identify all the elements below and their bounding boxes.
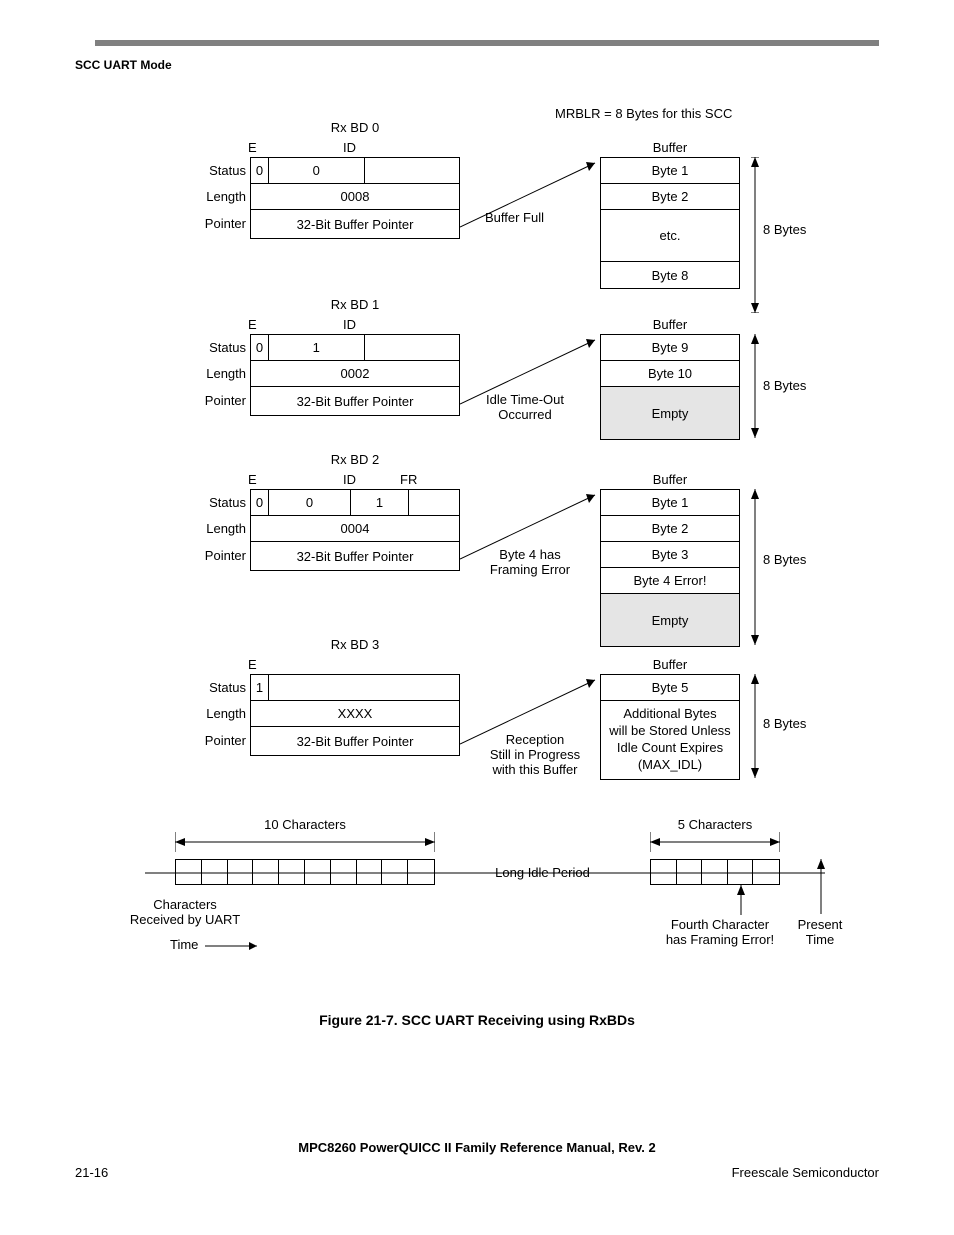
- fourth-char-label: Fourth Characterhas Framing Error!: [650, 917, 790, 947]
- buf0-8bytes: 8 Bytes: [763, 222, 806, 237]
- bd1-status-lbl: Status: [191, 340, 246, 355]
- bd3-mid-label: Reception Still in Progress with this Bu…: [480, 732, 590, 777]
- buf0-r4: Byte 8: [601, 262, 739, 288]
- buf3: Byte 5 Additional Bytes will be Stored U…: [600, 674, 740, 780]
- footer-vendor: Freescale Semiconductor: [732, 1165, 879, 1180]
- arrow-bd0-buf0: [460, 157, 600, 237]
- bd0-e: 0: [251, 158, 269, 183]
- strip-5: [650, 859, 780, 885]
- buf2: Byte 1 Byte 2 Byte 3 Byte 4 Error! Empty: [600, 489, 740, 647]
- chars-rx: CharactersReceived by UART: [115, 897, 255, 927]
- long-idle-label: Long Idle Period: [435, 865, 650, 880]
- buf0-title: Buffer: [600, 140, 740, 155]
- footer-manual: MPC8260 PowerQUICC II Family Reference M…: [0, 1140, 954, 1155]
- bd1-mid-label: Idle Time-OutOccurred: [475, 392, 575, 422]
- five-chars-extent: [650, 832, 780, 852]
- buf2-r2: Byte 2: [601, 516, 739, 542]
- bd3-e: 1: [251, 675, 269, 700]
- bd3-e-hdr: E: [248, 657, 257, 672]
- bd3-title: Rx BD 3: [250, 637, 460, 652]
- figure-caption: Figure 21-7. SCC UART Receiving using Rx…: [75, 1012, 879, 1028]
- bd3-pointer-lbl: Pointer: [191, 733, 246, 748]
- buf1-8bytes: 8 Bytes: [763, 378, 806, 393]
- bd2-e-hdr: E: [248, 472, 257, 487]
- bd0-ptr: 32-Bit Buffer Pointer: [251, 210, 459, 238]
- present-time-label: PresentTime: [785, 917, 855, 947]
- bd2-fr: 1: [351, 490, 409, 515]
- buf1-r3: Empty: [601, 387, 739, 439]
- buf2-title: Buffer: [600, 472, 740, 487]
- bd1-length-lbl: Length: [191, 366, 246, 381]
- strip-10: [175, 859, 435, 885]
- bd2-e: 0: [251, 490, 269, 515]
- section-header: SCC UART Mode: [75, 58, 879, 72]
- buf0-r3: etc.: [601, 210, 739, 262]
- bd0-id-hdr: ID: [343, 140, 356, 155]
- buf2-r5: Empty: [601, 594, 739, 646]
- figure-stage: MRBLR = 8 Bytes for this SCC Rx BD 0 E I…: [75, 102, 879, 982]
- bd2-fr-hdr: FR: [400, 472, 417, 487]
- bd2-title: Rx BD 2: [250, 452, 460, 467]
- bd2-status-lbl: Status: [191, 495, 246, 510]
- buf2-r1: Byte 1: [601, 490, 739, 516]
- time-left: Time: [170, 937, 198, 952]
- buf0-r2: Byte 2: [601, 184, 739, 210]
- bd3: Status 1 Length XXXX Pointer 32-Bit Buff…: [250, 674, 460, 756]
- buf3-title: Buffer: [600, 657, 740, 672]
- buf2-r4: Byte 4 Error!: [601, 568, 739, 594]
- bd3-ptr: 32-Bit Buffer Pointer: [251, 727, 459, 755]
- bd1-ptr: 32-Bit Buffer Pointer: [251, 387, 459, 415]
- bd3-len: XXXX: [251, 701, 459, 726]
- bd2: Status 0 0 1 Length 0004 Pointer 32-Bit …: [250, 489, 460, 571]
- buf3-r1: Byte 5: [601, 675, 739, 701]
- ten-chars-label: 10 Characters: [175, 817, 435, 832]
- bd0: Status 0 0 Length 0008 Pointer 32-Bit Bu…: [250, 157, 460, 239]
- buf3-r2: Additional Bytes will be Stored Unless I…: [601, 701, 739, 779]
- bd2-len: 0004: [251, 516, 459, 541]
- bd0-mid: 0: [269, 158, 365, 183]
- bracket-buf2: [745, 489, 785, 645]
- fourth-char-arrow: [735, 885, 747, 915]
- buf0-r1: Byte 1: [601, 158, 739, 184]
- bd0-len: 0008: [251, 184, 459, 209]
- bd0-length-lbl: Length: [191, 189, 246, 204]
- buf2-8bytes: 8 Bytes: [763, 552, 806, 567]
- footer-page: 21-16: [75, 1165, 108, 1180]
- buf2-r3: Byte 3: [601, 542, 739, 568]
- bd2-pointer-lbl: Pointer: [191, 548, 246, 563]
- bd1-pointer-lbl: Pointer: [191, 393, 246, 408]
- bd2-ptr: 32-Bit Buffer Pointer: [251, 542, 459, 570]
- bd0-status-lbl: Status: [191, 163, 246, 178]
- present-time-arrow: [815, 859, 827, 914]
- bd2-id-hdr: ID: [343, 472, 356, 487]
- top-bar: [75, 40, 879, 46]
- bd2-length-lbl: Length: [191, 521, 246, 536]
- five-chars-label: 5 Characters: [650, 817, 780, 832]
- bd1-id-hdr: ID: [343, 317, 356, 332]
- bd1-mid: 1: [269, 335, 365, 360]
- bd1-len: 0002: [251, 361, 459, 386]
- bd0-mid-label: Buffer Full: [485, 210, 544, 225]
- bd0-e-hdr: E: [248, 140, 257, 155]
- bd1: Status 0 1 Length 0002 Pointer 32-Bit Bu…: [250, 334, 460, 416]
- bd3-status-lbl: Status: [191, 680, 246, 695]
- buf0: Byte 1 Byte 2 etc. Byte 8: [600, 157, 740, 289]
- time-arrow-left: [205, 940, 265, 952]
- bd2-mid-label: Byte 4 hasFraming Error: [480, 547, 580, 577]
- bd0-title: Rx BD 0: [250, 120, 460, 135]
- buf3-8bytes: 8 Bytes: [763, 716, 806, 731]
- bd0-pointer-lbl: Pointer: [191, 216, 246, 231]
- buf1-r1: Byte 9: [601, 335, 739, 361]
- bd1-title: Rx BD 1: [250, 297, 460, 312]
- bd1-e: 0: [251, 335, 269, 360]
- buf1-title: Buffer: [600, 317, 740, 332]
- bd3-length-lbl: Length: [191, 706, 246, 721]
- bd1-e-hdr: E: [248, 317, 257, 332]
- ten-chars-extent: [175, 832, 435, 852]
- buf1-r2: Byte 10: [601, 361, 739, 387]
- mrblr-label: MRBLR = 8 Bytes for this SCC: [555, 106, 732, 121]
- buf1: Byte 9 Byte 10 Empty: [600, 334, 740, 440]
- bd2-id: 0: [269, 490, 351, 515]
